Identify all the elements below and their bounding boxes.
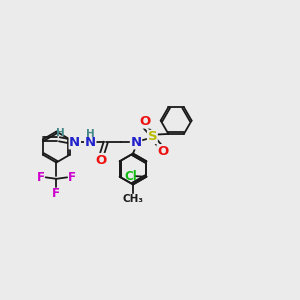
Text: O: O xyxy=(157,145,168,158)
Text: F: F xyxy=(68,171,76,184)
Text: N: N xyxy=(69,136,80,149)
Text: O: O xyxy=(139,115,151,128)
Text: O: O xyxy=(95,154,106,166)
Text: H: H xyxy=(56,128,64,138)
Text: Cl: Cl xyxy=(124,170,137,183)
Text: S: S xyxy=(148,130,157,143)
Text: N: N xyxy=(130,136,142,149)
Text: F: F xyxy=(37,171,45,184)
Text: H: H xyxy=(86,129,94,139)
Text: N: N xyxy=(85,136,96,149)
Text: CH₃: CH₃ xyxy=(122,194,143,204)
Text: F: F xyxy=(52,187,60,200)
